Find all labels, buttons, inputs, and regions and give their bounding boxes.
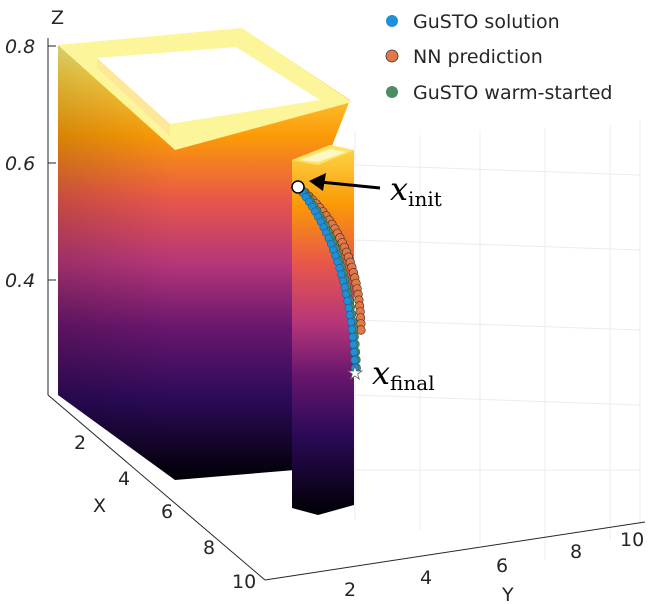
grid-line xyxy=(354,319,641,331)
x-tick-label: 10 xyxy=(232,571,256,593)
x-tick-label: 4 xyxy=(118,468,130,490)
y-tick-label: 2 xyxy=(344,579,356,601)
x-tick-label: 6 xyxy=(161,501,173,523)
gusto-solution-point xyxy=(348,332,357,342)
obstacle-box xyxy=(58,28,352,480)
legend-label-gusto-solution: GuSTO solution xyxy=(413,11,560,33)
legend: GuSTO solution NN prediction GuSTO warm-… xyxy=(385,11,612,104)
z-tick-label: 0.6 xyxy=(5,153,35,175)
legend-label-gusto-warm-started: GuSTO warm-started xyxy=(413,82,612,104)
obstacle-box-opening xyxy=(97,47,320,124)
obstacle-box-inner-wall xyxy=(97,58,170,136)
y-tick-label: 4 xyxy=(420,567,432,589)
legend-label-nn-prediction: NN prediction xyxy=(413,46,543,68)
gusto-solution-point xyxy=(345,310,355,320)
z-ticks: 0.8 0.6 0.4 Z xyxy=(5,7,64,292)
axes xyxy=(47,38,646,581)
gusto-solution-point xyxy=(346,318,356,327)
gusto-solution-point xyxy=(350,356,359,365)
goal-star-marker: ★ xyxy=(347,363,363,383)
y-axis-label: Y xyxy=(501,584,514,604)
x-ticks: 2 4 6 8 10 X xyxy=(74,432,256,593)
gusto-solution-point xyxy=(342,290,351,299)
grid-line xyxy=(354,394,641,406)
x-axis-line xyxy=(47,394,266,581)
legend-marker-gusto-warm-started xyxy=(386,86,398,98)
y-tick-label: 6 xyxy=(496,555,508,577)
x-tick-label: 8 xyxy=(203,537,215,559)
init-annotation: xinit xyxy=(390,170,442,211)
z-tick-label: 0.4 xyxy=(5,270,35,292)
obstacle-pillar-face xyxy=(292,145,354,515)
init-arrow xyxy=(309,173,381,191)
start-marker xyxy=(291,180,305,194)
gusto-solution-point xyxy=(347,325,357,334)
x-axis-label: X xyxy=(93,495,106,517)
grid-line xyxy=(354,164,641,176)
gusto-solution-point xyxy=(340,283,349,292)
z-tick-label: 0.8 xyxy=(5,36,35,58)
grid-line xyxy=(354,239,641,251)
obstacle-pillar-opening xyxy=(300,149,346,162)
y-tick-label: 8 xyxy=(570,541,582,563)
y-tick-label: 10 xyxy=(620,529,644,551)
gusto-solution-point xyxy=(344,303,353,313)
gusto-solution-point xyxy=(350,363,360,373)
init-arrow-shaft xyxy=(319,180,381,190)
grid xyxy=(354,120,641,560)
final-annotation: xfinal xyxy=(372,354,435,395)
obstacle-box-left-face xyxy=(58,45,175,480)
obstacle-pillar xyxy=(292,145,354,515)
legend-marker-gusto-solution xyxy=(386,15,398,27)
gusto-solution-point xyxy=(343,296,352,306)
y-axis-line xyxy=(264,521,646,581)
gusto-solution-point xyxy=(350,348,359,357)
y-ticks: 2 4 6 8 10 Y xyxy=(344,529,644,604)
z-axis-label: Z xyxy=(51,7,64,29)
gusto-solution-point xyxy=(349,340,358,349)
x-tick-label: 2 xyxy=(74,432,86,454)
init-arrow-head xyxy=(309,173,326,191)
legend-marker-nn-prediction xyxy=(385,49,399,63)
